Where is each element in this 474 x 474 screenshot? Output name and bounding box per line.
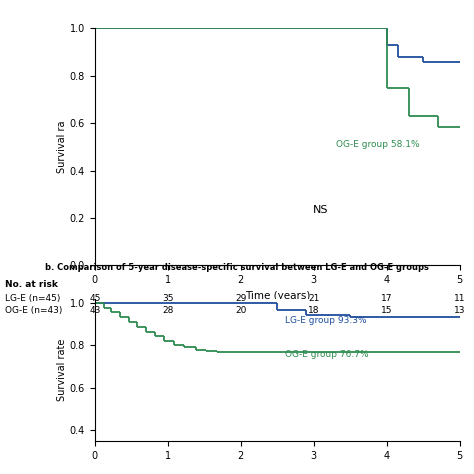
Text: 20: 20 xyxy=(235,306,246,315)
Text: OG-E (n=43): OG-E (n=43) xyxy=(5,306,62,315)
Y-axis label: Survival ra: Survival ra xyxy=(57,121,67,173)
Text: OG-E group 58.1%: OG-E group 58.1% xyxy=(336,140,419,149)
Text: LG-E group 93.3%: LG-E group 93.3% xyxy=(284,316,366,325)
Y-axis label: Survival rate: Survival rate xyxy=(57,338,67,401)
Text: b. Comparison of 5-year disease-specific survival between LG-E and OG-E groups: b. Comparison of 5-year disease-specific… xyxy=(45,263,429,272)
Text: 11: 11 xyxy=(454,294,465,303)
Text: OG-E group 76.7%: OG-E group 76.7% xyxy=(284,350,368,359)
Text: 17: 17 xyxy=(381,294,392,303)
Text: 28: 28 xyxy=(162,306,173,315)
X-axis label: Time (years): Time (years) xyxy=(245,291,310,301)
Text: 35: 35 xyxy=(162,294,173,303)
Text: 21: 21 xyxy=(308,294,319,303)
Text: 43: 43 xyxy=(89,306,100,315)
Text: NS: NS xyxy=(313,205,329,215)
Text: No. at risk: No. at risk xyxy=(5,280,58,289)
Text: 18: 18 xyxy=(308,306,319,315)
Text: LG-E (n=45): LG-E (n=45) xyxy=(5,294,60,303)
Text: 15: 15 xyxy=(381,306,392,315)
Text: 45: 45 xyxy=(89,294,100,303)
Text: 13: 13 xyxy=(454,306,465,315)
Text: 29: 29 xyxy=(235,294,246,303)
